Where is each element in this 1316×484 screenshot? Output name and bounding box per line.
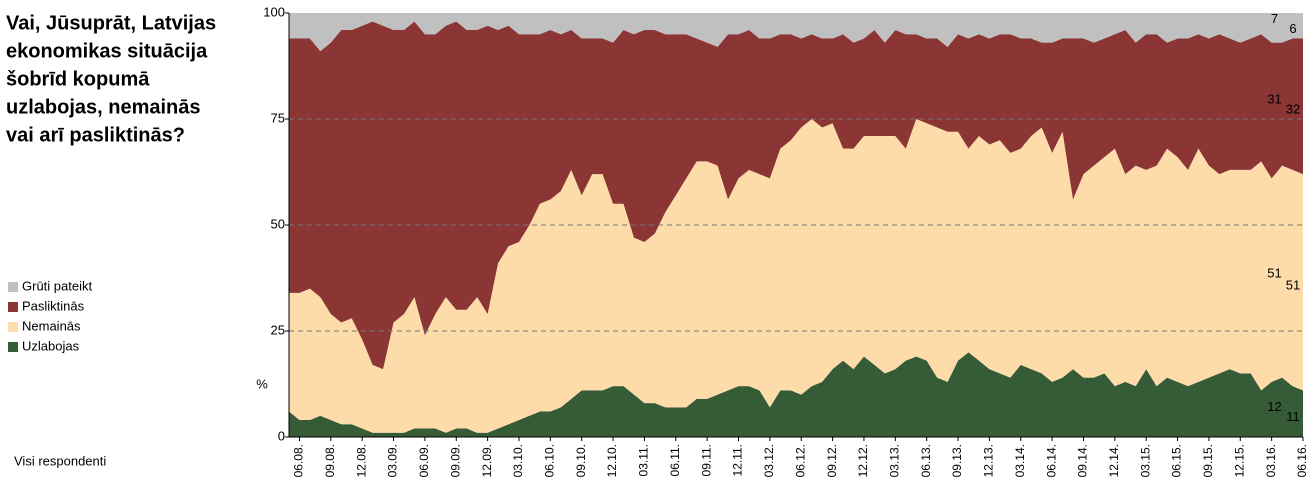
chart-title: šobrīd kopumā <box>6 68 150 90</box>
legend-label: Grūti pateikt <box>22 278 92 293</box>
data-label: 31 <box>1267 92 1281 107</box>
x-tick-label: 09.13. <box>950 444 964 477</box>
x-tick-label: 12.15. <box>1232 444 1246 477</box>
y-tick-label: 50 <box>271 216 285 231</box>
x-tick-label: 09.08. <box>323 444 337 477</box>
x-tick-label: 09.14. <box>1076 444 1090 477</box>
y-tick-label: 75 <box>271 110 285 125</box>
x-tick-label: 12.11. <box>731 444 745 476</box>
chart-title: Vai, Jūsuprāt, Latvijas <box>6 12 216 34</box>
area <box>289 13 1303 52</box>
data-label: 7 <box>1271 11 1278 26</box>
x-tick-label: 03.13. <box>887 444 901 477</box>
chart-title: vai arī pasliktinās? <box>6 124 185 146</box>
x-tick-label: 03.14. <box>1013 444 1027 477</box>
legend-label: Nemainās <box>22 318 81 333</box>
x-tick-label: 12.08. <box>354 444 368 477</box>
x-tick-label: 03.10. <box>511 444 525 477</box>
data-label: 6 <box>1289 21 1296 36</box>
area <box>289 352 1303 437</box>
x-tick-label: 03.16. <box>1264 444 1278 477</box>
footnote: Visi respondenti <box>14 453 106 468</box>
x-tick-label: 12.09. <box>480 444 494 477</box>
legend-swatch <box>8 302 18 312</box>
x-tick-label: 03.09. <box>386 444 400 477</box>
x-tick-label: 03.11. <box>637 444 651 476</box>
y-unit: % <box>256 376 268 391</box>
x-tick-label: 06.13. <box>919 444 933 477</box>
chart-title: uzlabojas, nemainās <box>6 96 201 118</box>
legend-label: Pasliktinās <box>22 298 85 313</box>
legend-label: Uzlabojas <box>22 338 80 353</box>
y-tick-label: 100 <box>263 4 285 19</box>
legend-swatch <box>8 282 18 292</box>
x-tick-label: 09.15. <box>1201 444 1215 477</box>
legend-swatch <box>8 322 18 332</box>
plot-area <box>289 13 1303 437</box>
x-tick-label: 09.10. <box>574 444 588 477</box>
data-label: 11 <box>1286 409 1300 424</box>
x-tick-label: 06.10. <box>543 444 557 477</box>
x-tick-label: 09.09. <box>448 444 462 477</box>
area <box>289 21 1303 370</box>
x-tick-label: 03.12. <box>762 444 776 477</box>
x-tick-label: 06.15. <box>1170 444 1184 477</box>
y-tick-label: 25 <box>271 322 285 337</box>
legend-swatch <box>8 342 18 352</box>
data-label: 51 <box>1267 265 1281 280</box>
x-tick-label: 06.08. <box>292 444 306 477</box>
x-tick-label: 06.11. <box>668 444 682 476</box>
area <box>289 119 1303 433</box>
x-tick-label: 06.12. <box>793 444 807 477</box>
chart-title: ekonomikas situācija <box>6 40 208 62</box>
data-label: 51 <box>1286 278 1300 293</box>
x-tick-label: 12.14. <box>1107 444 1121 477</box>
y-tick-label: 0 <box>278 428 285 443</box>
x-tick-label: 09.12. <box>825 444 839 477</box>
x-tick-label: 09.11. <box>699 444 713 476</box>
x-tick-label: 03.15. <box>1138 444 1152 477</box>
x-tick-label: 06.14. <box>1044 444 1058 477</box>
x-tick-label: 06.09. <box>417 444 431 477</box>
data-label: 32 <box>1286 102 1300 117</box>
data-label: 12 <box>1267 399 1281 414</box>
x-tick-label: 12.13. <box>982 444 996 477</box>
x-tick-label: 12.12. <box>856 444 870 477</box>
x-tick-label: 12.10. <box>605 444 619 477</box>
x-tick-label: 06.16. <box>1295 444 1309 477</box>
